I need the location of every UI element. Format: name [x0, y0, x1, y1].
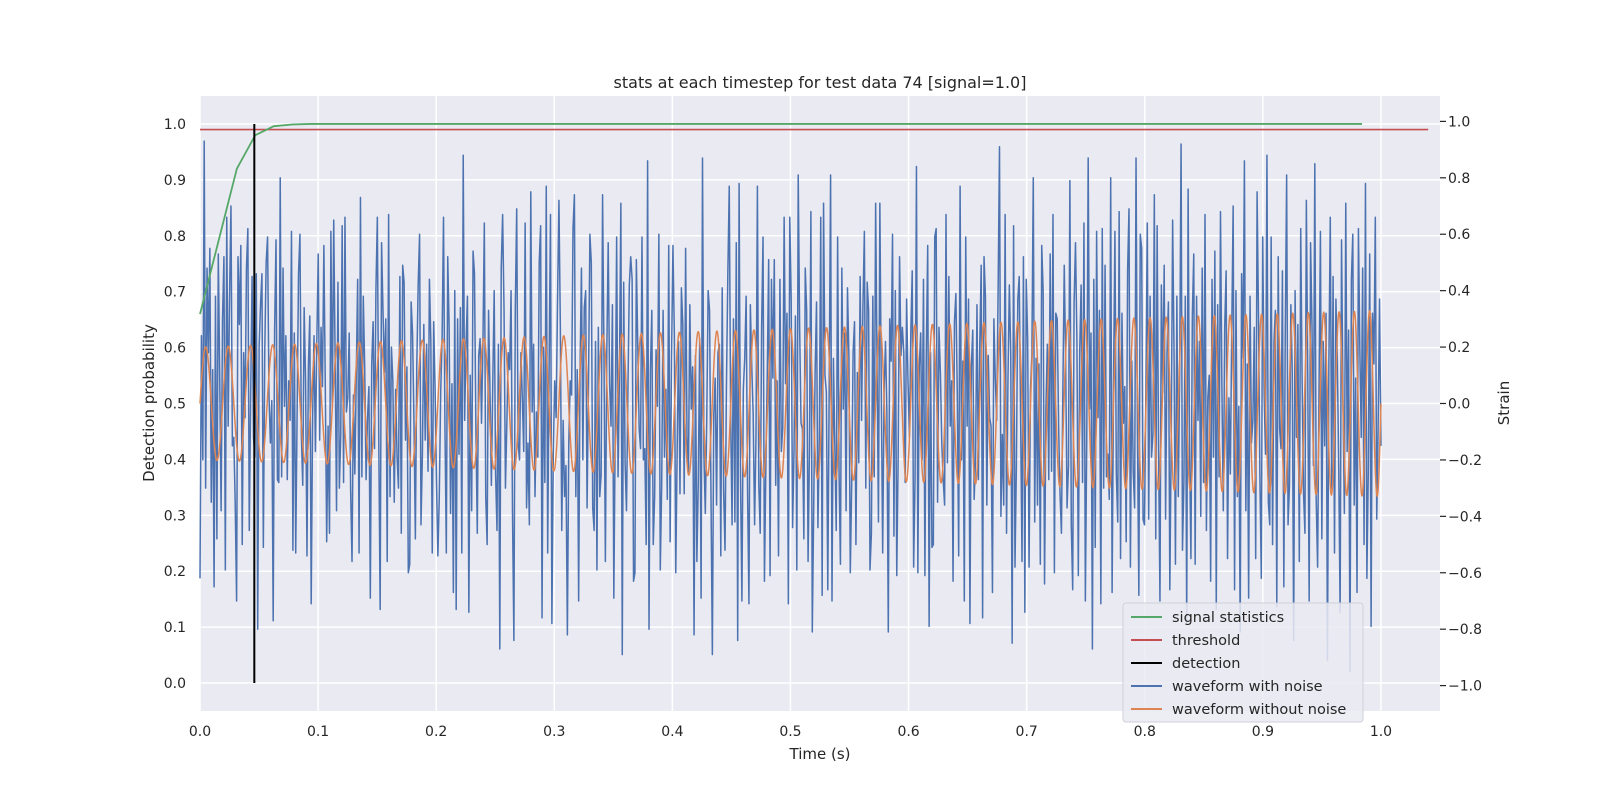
x-tick-label: 0.6: [897, 724, 919, 740]
left-y-tick-label: 0.4: [164, 452, 186, 468]
series-line-waveform-with-noise: [199, 140, 1382, 673]
x-tick-label: 0.3: [543, 724, 565, 740]
right-y-tick-label: −1.0: [1448, 679, 1482, 695]
left-y-tick-label: 0.3: [164, 508, 186, 524]
right-y-tick-label: 0.2: [1448, 340, 1470, 356]
series-line-signal-statistics: [199, 123, 1363, 315]
right-y-tick-label: 1.0: [1448, 114, 1470, 130]
right-y-tick-label: 0.0: [1448, 397, 1470, 413]
x-tick-labels: 0.0 0.1 0.2 0.3 0.4 0.5 0.6 0.7 0.8 0.9 1.0: [189, 724, 1392, 740]
right-y-tick-label: −0.8: [1448, 622, 1482, 638]
left-y-tick-labels: 0.0 0.1 0.2 0.3 0.4 0.5 0.6 0.7 0.8 0.9 1.0: [164, 117, 186, 692]
left-y-tick-label: 0.9: [164, 173, 186, 189]
legend: signal statistics threshold detection wa…: [1122, 602, 1364, 723]
left-y-axis-label: Detection probability: [140, 324, 158, 482]
left-y-tick-label: 0.2: [164, 564, 186, 580]
right-y-tick-label: 0.4: [1448, 284, 1470, 300]
x-tick-label: 0.2: [425, 724, 447, 740]
x-tick-label: 0.4: [661, 724, 683, 740]
x-tick-label: 0.0: [189, 724, 211, 740]
legend-label-threshold: threshold: [1172, 633, 1240, 649]
x-tick-label: 0.5: [779, 724, 801, 740]
series-line-waveform-without-noise: [199, 310, 1382, 498]
right-y-tick-label: −0.4: [1448, 509, 1482, 525]
legend-label-signal-statistics: signal statistics: [1172, 610, 1284, 626]
x-axis-label: Time (s): [789, 745, 851, 763]
left-y-tick-label: 1.0: [164, 117, 186, 133]
right-y-tick-label: −0.6: [1448, 566, 1482, 582]
left-y-tick-label: 0.5: [164, 397, 186, 413]
legend-label-detection: detection: [1172, 656, 1240, 672]
x-tick-label: 1.0: [1370, 724, 1392, 740]
left-y-tick-label: 0.1: [164, 620, 186, 636]
left-y-tick-label: 0.0: [164, 676, 186, 692]
right-y-tick-label: 0.6: [1448, 227, 1470, 243]
left-y-tick-label: 0.8: [164, 229, 186, 245]
x-tick-label: 0.9: [1252, 724, 1274, 740]
x-tick-label: 0.1: [307, 724, 329, 740]
series-layer: [199, 123, 1429, 684]
legend-label-waveform-with-noise: waveform with noise: [1172, 679, 1323, 695]
left-y-tick-label: 0.6: [164, 341, 186, 357]
right-y-axis-label: Strain: [1495, 381, 1513, 425]
legend-box: [1122, 602, 1364, 723]
x-tick-label: 0.7: [1016, 724, 1038, 740]
left-y-tick-label: 0.7: [164, 285, 186, 301]
right-y-tick-label: −0.2: [1448, 453, 1482, 469]
right-y-tick-label: 0.8: [1448, 171, 1470, 187]
right-y-tick-labels: −1.0 −0.8 −0.6 −0.4 −0.2 0.0 0.2 0.4 0.6 0.8 1.0: [1440, 114, 1482, 695]
chart-title: stats at each timestep for test data 74 …: [614, 73, 1027, 92]
x-tick-label: 0.8: [1134, 724, 1156, 740]
legend-label-waveform-without-noise: waveform without noise: [1172, 702, 1346, 718]
